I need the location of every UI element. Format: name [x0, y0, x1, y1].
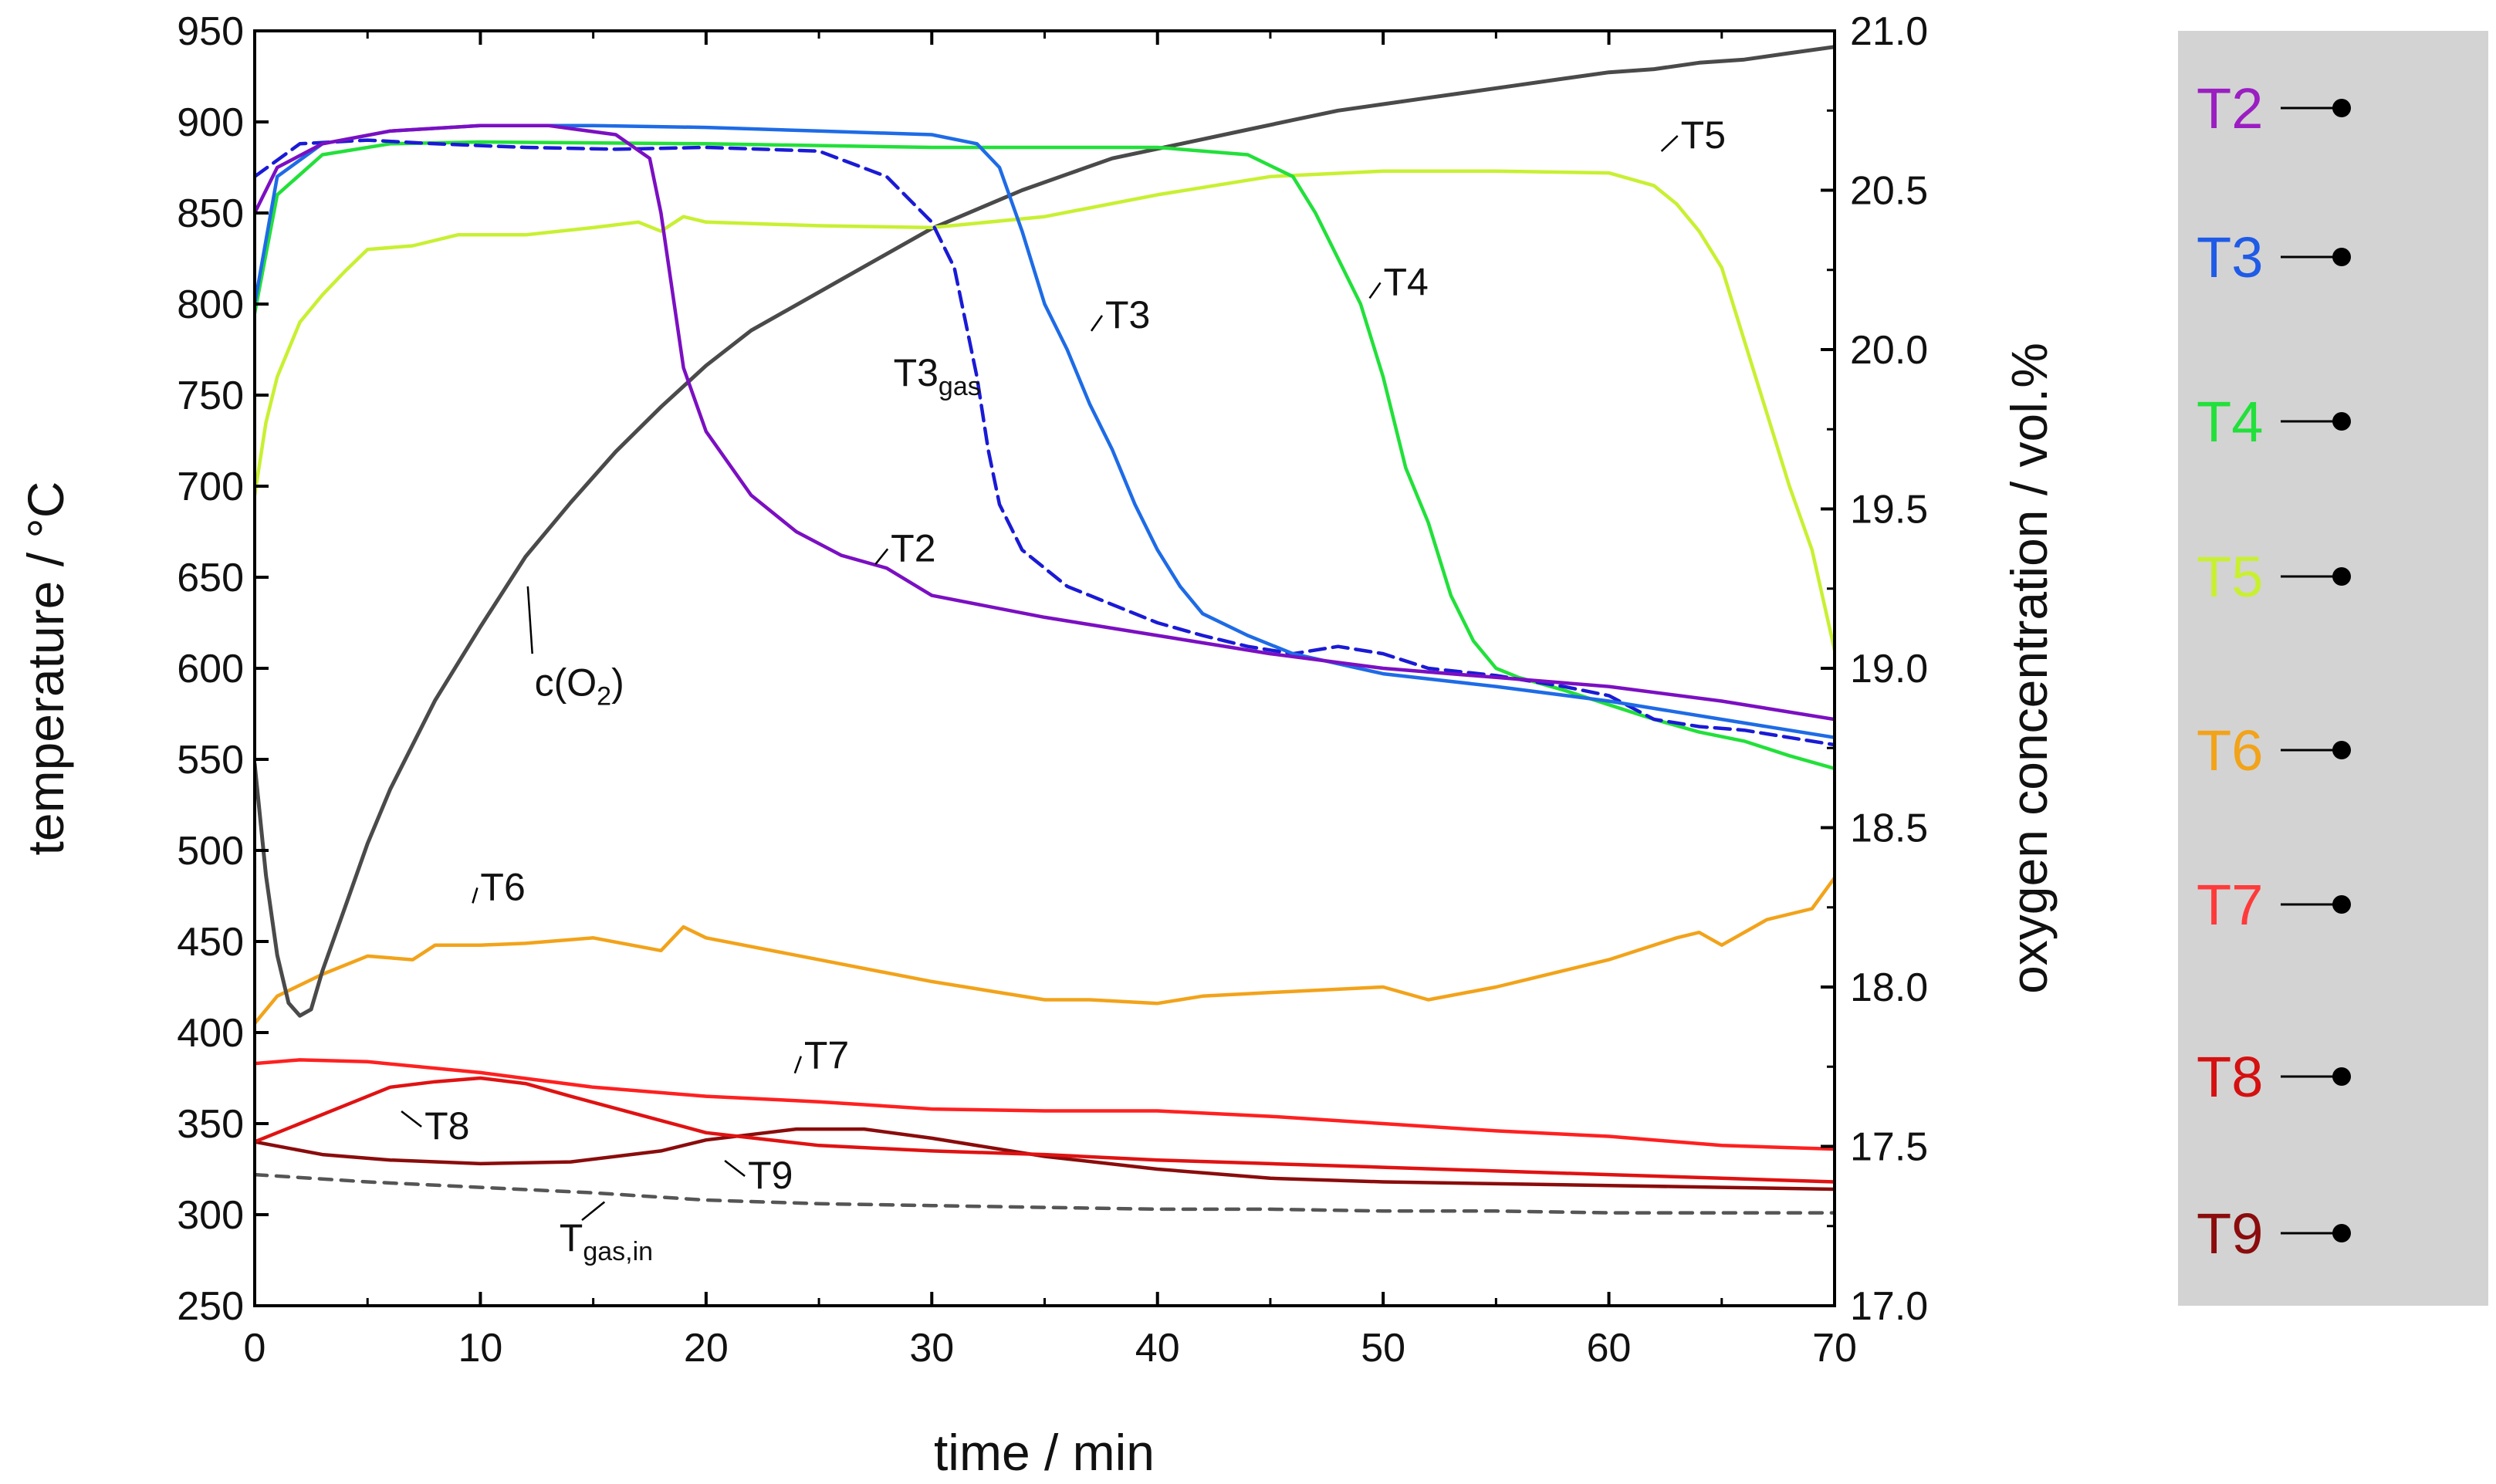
x-tick-label: 70 — [1812, 1326, 1857, 1371]
y-tick-label-left: 550 — [177, 738, 244, 783]
annotation-label-t3gas: T3gas — [894, 351, 981, 401]
y-axis-title-left: temperature / °C — [17, 482, 74, 856]
legend-marker-t5 — [2332, 567, 2351, 586]
annotation-leader-co2 — [526, 586, 533, 654]
y-tick-label-left: 900 — [177, 100, 244, 145]
y-tick-label-left: 750 — [177, 374, 244, 418]
plot-frame — [253, 29, 1836, 1307]
annotation-label-t2: T2 — [891, 526, 935, 570]
annotation-leader-t4 — [1368, 282, 1382, 299]
series-line-t8 — [255, 1076, 1835, 1184]
annotation-leader-t8 — [401, 1110, 422, 1127]
legend-marker-t3 — [2332, 248, 2351, 266]
series-line-t4 — [255, 140, 1835, 771]
annotation-label-t5: T5 — [1681, 113, 1726, 157]
y-tick-label-right: 19.5 — [1850, 488, 1928, 532]
annotation-leader-t6 — [472, 887, 479, 904]
annotation-leader-t7 — [793, 1056, 803, 1074]
legend-label-t9: T9 — [2197, 1202, 2263, 1266]
legend-label-t3: T3 — [2197, 225, 2263, 289]
y-axis-title-right: oxygen concentration / vol.% — [2001, 343, 2058, 994]
x-tick-label: 40 — [1135, 1326, 1180, 1371]
series-layer — [255, 45, 1835, 1215]
legend-marker-t8 — [2332, 1067, 2351, 1086]
annotation-label-t6: T6 — [480, 865, 525, 908]
series-line-t7 — [255, 1058, 1835, 1151]
y-tick-label-left: 300 — [177, 1193, 244, 1238]
legend-marker-t9 — [2332, 1224, 2351, 1242]
x-tick-label: 0 — [244, 1326, 266, 1371]
x-tick-label: 10 — [458, 1326, 503, 1371]
annotation-label-t7: T7 — [804, 1034, 849, 1077]
legend-label-t2: T2 — [2197, 76, 2263, 140]
y-tick-label-left: 450 — [177, 920, 244, 965]
y-tick-label-right: 17.0 — [1850, 1284, 1928, 1329]
annotation-leader-t9 — [724, 1160, 746, 1177]
annotation-label-t3: T3 — [1105, 293, 1150, 336]
y-tick-label-left: 650 — [177, 556, 244, 600]
y-tick-label-left: 400 — [177, 1011, 244, 1056]
series-line-t5 — [255, 169, 1835, 652]
series-line-t9 — [255, 1127, 1835, 1192]
annotation-leader-t3 — [1090, 315, 1104, 332]
y-tick-label-right: 18.5 — [1850, 806, 1928, 851]
annotation-label-t4: T4 — [1384, 260, 1429, 303]
annotation-label-t9: T9 — [748, 1154, 793, 1197]
x-tick-label: 30 — [909, 1326, 954, 1371]
legend-label-t7: T7 — [2197, 873, 2263, 937]
annotation-leader-t2 — [874, 548, 889, 566]
y-tick-label-left: 700 — [177, 465, 244, 509]
annotation-leader-tgas — [581, 1201, 606, 1222]
y-tick-label-right: 21.0 — [1850, 9, 1928, 54]
y-tick-label-left: 500 — [177, 829, 244, 874]
series-line-t3gas — [255, 138, 1835, 747]
legend-marker-t4 — [2332, 412, 2351, 431]
x-tick-label: 60 — [1587, 1326, 1632, 1371]
legend-label-t8: T8 — [2197, 1045, 2263, 1109]
annotation-label-tgas: Tgas,in — [560, 1216, 653, 1266]
y-tick-label-right: 20.5 — [1850, 169, 1928, 214]
legend-label-t6: T6 — [2197, 718, 2263, 783]
y-tick-label-right: 20.0 — [1850, 328, 1928, 373]
y-tick-label-left: 350 — [177, 1102, 244, 1147]
legend-label-t4: T4 — [2197, 390, 2263, 454]
x-axis-title: time / min — [934, 1424, 1155, 1481]
y-tick-label-right: 19.0 — [1850, 647, 1928, 691]
annotation-label-t8: T8 — [424, 1104, 469, 1148]
series-line-c-o2 — [255, 45, 1835, 1018]
legend: T2 T3 T4 T5 T6 T7 T8 T9 — [2178, 31, 2488, 1306]
series-line-t2 — [255, 123, 1835, 722]
legend-background — [2178, 31, 2488, 1306]
series-line-tgas-in — [255, 1172, 1835, 1215]
legend-marker-t2 — [2332, 99, 2351, 117]
legend-marker-t6 — [2332, 741, 2351, 759]
legend-label-t5: T5 — [2197, 545, 2263, 609]
y-tick-label-left: 950 — [177, 9, 244, 54]
annotation-leader-t5 — [1660, 135, 1679, 152]
annotation-label-co2: c(O2) — [535, 661, 624, 711]
series-line-t6 — [255, 876, 1835, 1026]
y-tick-label-left: 600 — [177, 647, 244, 691]
x-tick-label: 50 — [1361, 1326, 1405, 1371]
annotation-layer: T5 T4 T3 T3gas T2 c(O2) T6 T7 T8 T9 Tgas,in — [401, 113, 1726, 1266]
y-tick-label-left: 250 — [177, 1284, 244, 1329]
legend-marker-t7 — [2332, 895, 2351, 914]
y-tick-label-right: 18.0 — [1850, 965, 1928, 1010]
y-tick-label-left: 850 — [177, 191, 244, 236]
y-tick-label-left: 800 — [177, 282, 244, 327]
y-tick-label-right: 17.5 — [1850, 1125, 1928, 1170]
x-tick-label: 20 — [684, 1326, 729, 1371]
axes-layer: 0 10 20 30 40 50 60 70 250 300 350 400 450 500 550 600 6… — [177, 9, 1928, 1371]
